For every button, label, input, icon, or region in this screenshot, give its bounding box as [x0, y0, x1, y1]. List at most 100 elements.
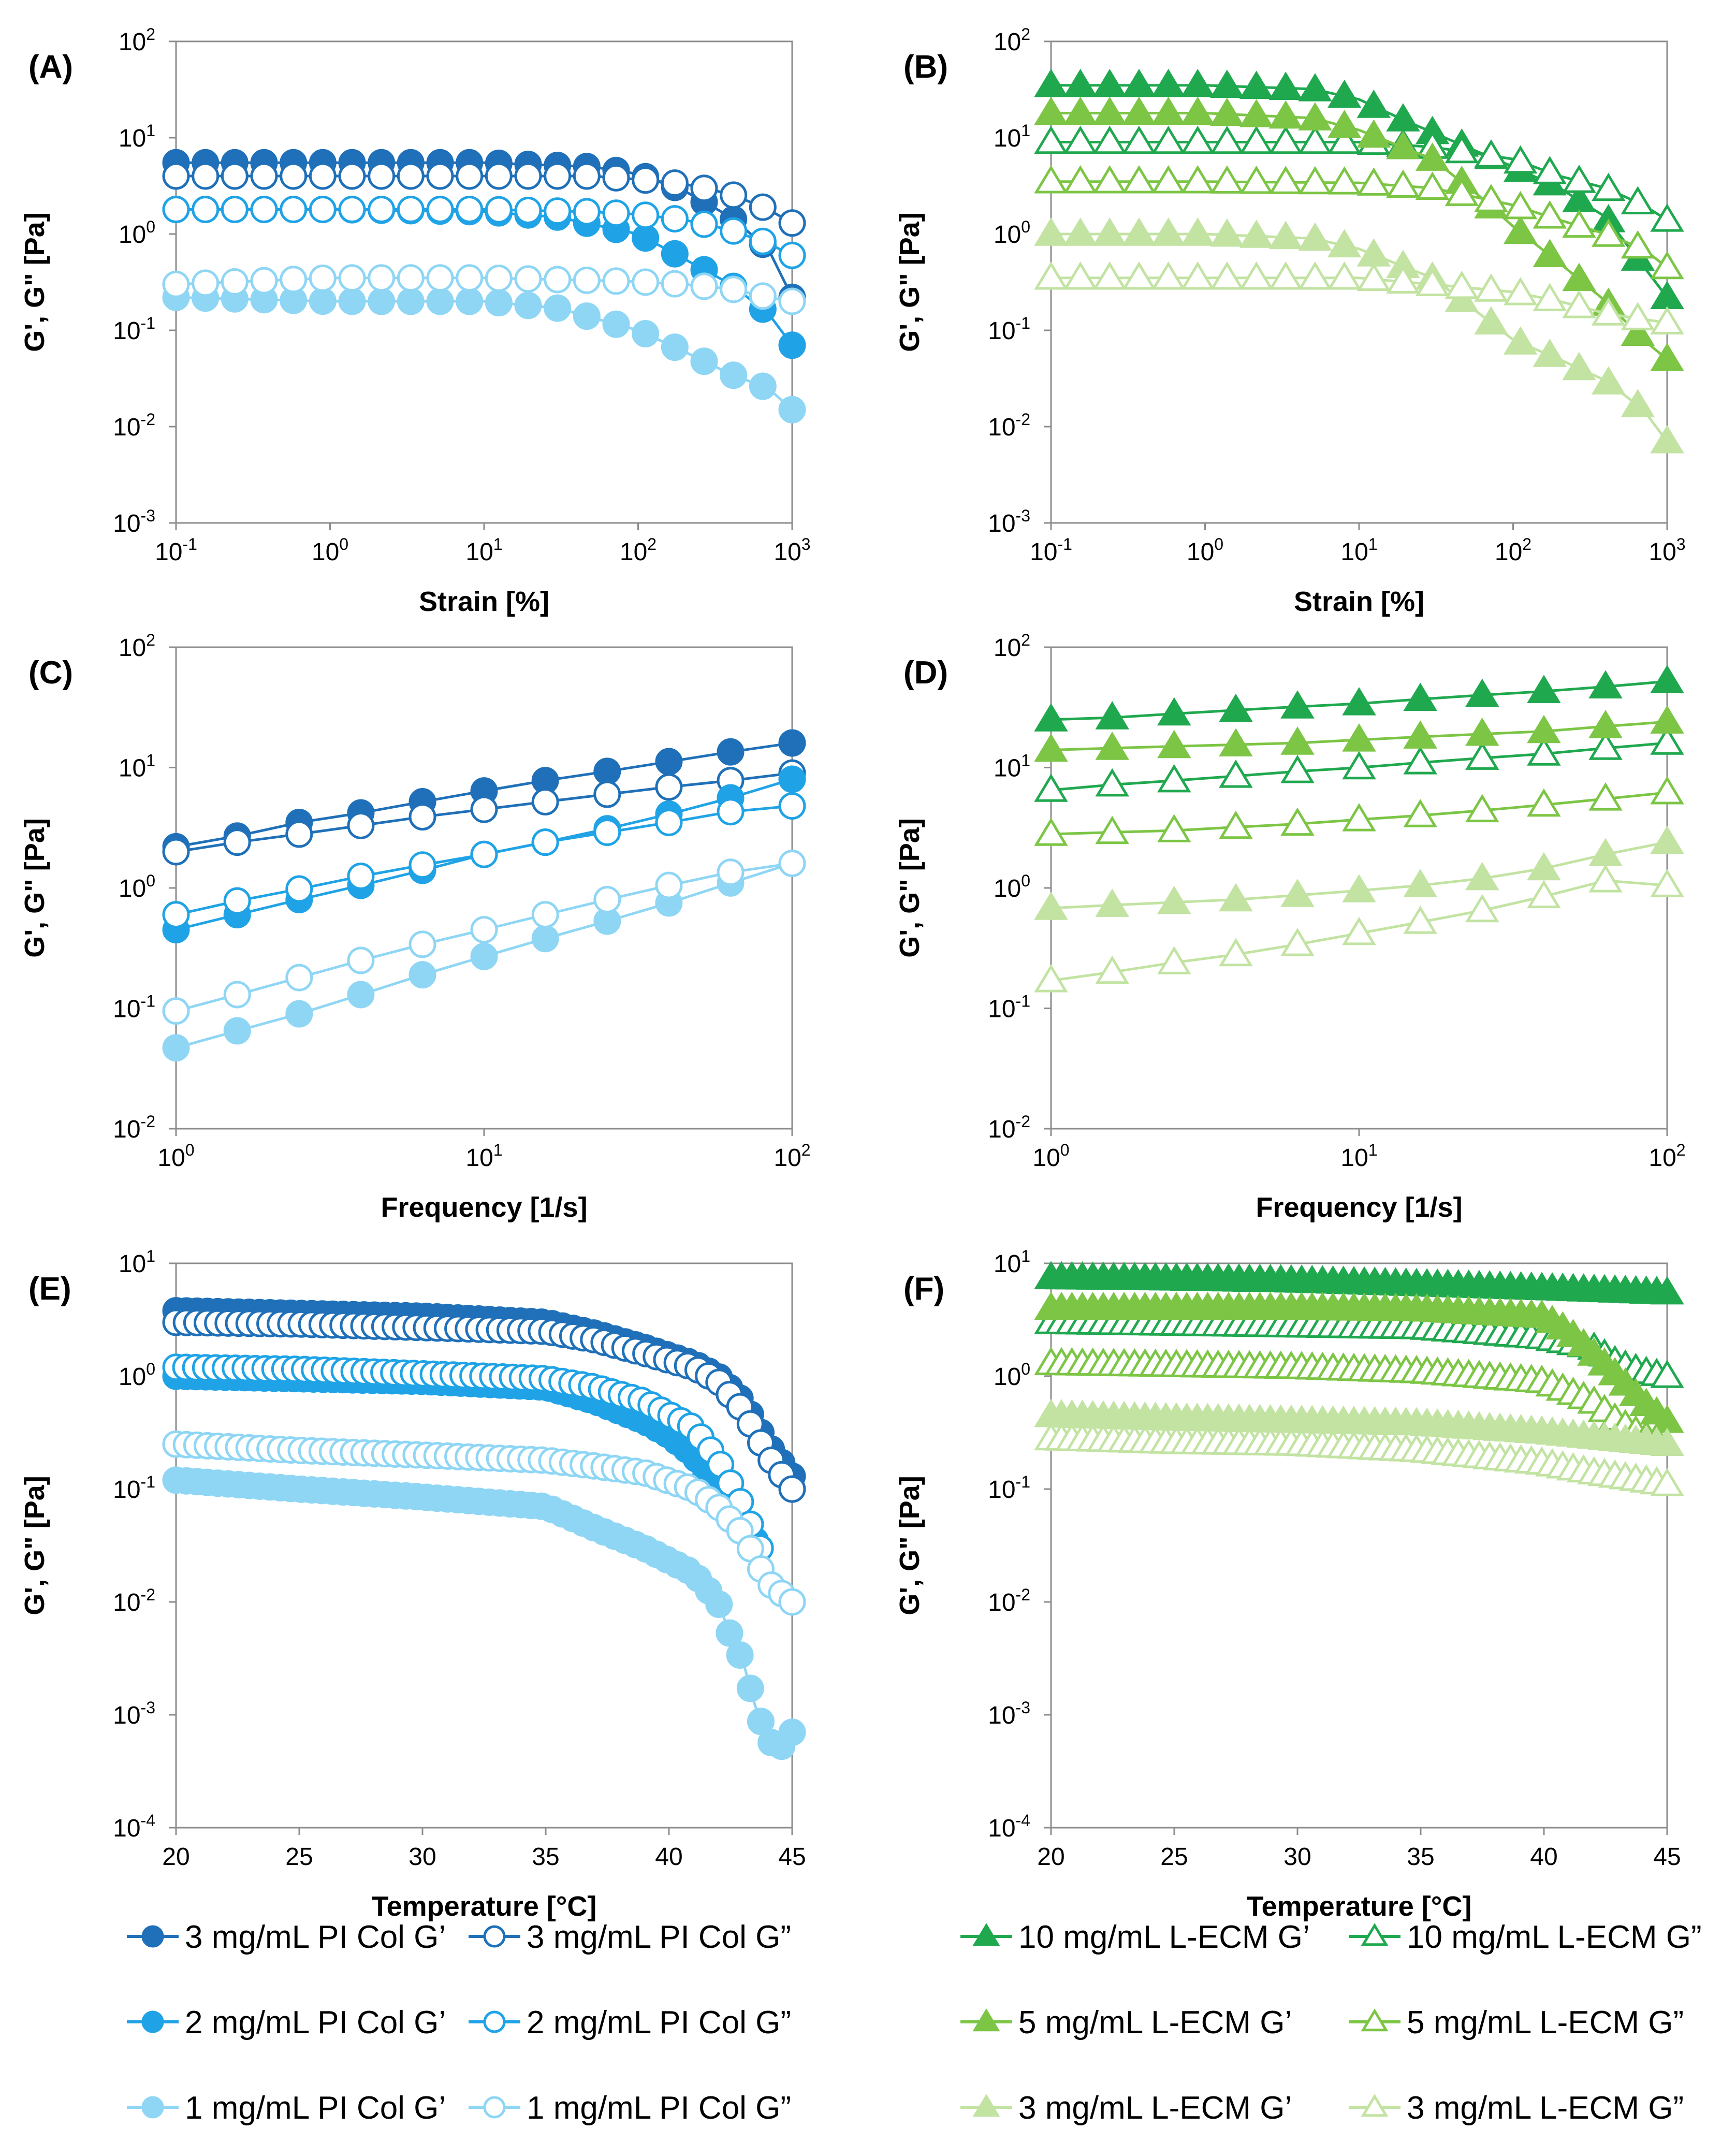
- legend-item-right-2: 5 mg/mL L-ECM G’: [960, 2005, 1292, 2040]
- data-point: [1650, 425, 1684, 454]
- data-point: [338, 196, 366, 224]
- data-point: [368, 287, 396, 315]
- data-point: [338, 264, 366, 292]
- data-point: [223, 828, 251, 856]
- data-point: [1465, 717, 1499, 746]
- data-point: [368, 162, 396, 190]
- data-point: [1210, 218, 1244, 247]
- data-point: [573, 162, 601, 190]
- data-point: [397, 162, 425, 190]
- data-point: [1650, 343, 1684, 371]
- data-point: [1210, 125, 1244, 154]
- data-point: [778, 792, 806, 820]
- data-point: [1465, 794, 1499, 823]
- data-point: [1445, 270, 1479, 299]
- data-point: [409, 961, 436, 989]
- legend-label: 5 mg/mL L-ECM G’: [1018, 2005, 1292, 2040]
- y-tick-label: 10-2: [113, 410, 155, 441]
- x-tick-label: 103: [1649, 535, 1685, 566]
- data-point: [1445, 135, 1479, 164]
- data-point: [602, 164, 630, 192]
- data-point: [1386, 130, 1420, 159]
- data-point: [1095, 768, 1129, 797]
- data-point: [778, 1588, 806, 1616]
- data-point: [1239, 165, 1274, 194]
- x-tick-label: 25: [1160, 1843, 1188, 1871]
- data-point: [1650, 1276, 1684, 1305]
- data-point: [250, 267, 278, 295]
- data-point: [749, 193, 777, 221]
- data-point: [1650, 1360, 1684, 1388]
- legend-label: 10 mg/mL L-ECM G’: [1018, 1919, 1310, 1955]
- y-tick-label: 10-3: [113, 1698, 155, 1729]
- series-1-mg-ml-pi-col-g: [162, 1430, 806, 1616]
- data-point: [285, 820, 313, 848]
- y-tick-label: 10-2: [113, 1112, 155, 1143]
- data-point: [1327, 110, 1362, 138]
- x-tick-label: 20: [1037, 1843, 1064, 1871]
- data-point: [1034, 703, 1068, 732]
- data-point: [192, 269, 220, 297]
- data-point: [1280, 726, 1315, 755]
- data-point: [1527, 788, 1561, 817]
- data-point: [1122, 96, 1156, 125]
- data-point: [456, 196, 484, 224]
- data-point: [1327, 261, 1362, 290]
- legend-marker: [141, 1925, 164, 1948]
- x-tick-label: 45: [778, 1843, 806, 1871]
- data-point: [1356, 119, 1391, 148]
- legend-item-right-0: 10 mg/mL L-ECM G’: [960, 1919, 1310, 1955]
- y-tick-label: 10-1: [113, 992, 155, 1023]
- legend-item-right-1: 10 mg/mL L-ECM G”: [1349, 1919, 1702, 1955]
- data-point: [1342, 916, 1376, 945]
- legend-item-right-5: 3 mg/mL L-ECM G”: [1349, 2090, 1684, 2126]
- data-point: [778, 729, 806, 757]
- legend-marker: [1361, 1923, 1389, 1946]
- data-point: [1591, 172, 1626, 201]
- data-point: [280, 266, 308, 294]
- data-point: [397, 287, 425, 315]
- series-2-mg-ml-pi-col-g: [162, 792, 806, 929]
- x-tick-label: 100: [1187, 535, 1223, 566]
- data-point: [1298, 261, 1332, 290]
- data-point: [1210, 261, 1244, 290]
- data-point: [1034, 774, 1068, 802]
- data-point: [1122, 125, 1156, 154]
- data-point: [368, 196, 396, 224]
- data-point: [338, 162, 366, 190]
- data-point: [1092, 96, 1127, 125]
- data-point: [1095, 732, 1129, 760]
- x-axis-label: Temperature [°C]: [1247, 1891, 1472, 1922]
- data-point: [1650, 705, 1684, 734]
- data-point: [531, 925, 559, 953]
- y-tick-label: 10-2: [988, 410, 1030, 441]
- data-point: [1210, 97, 1244, 126]
- legend-item-left-4: 1 mg/mL PI Col G’: [127, 2090, 446, 2126]
- data-point: [778, 209, 806, 237]
- series-1-mg-ml-pi-col-g: [162, 850, 806, 1062]
- data-point: [544, 197, 572, 225]
- data-point: [514, 162, 542, 190]
- data-point: [1621, 389, 1655, 417]
- data-point: [1157, 885, 1191, 914]
- data-point: [593, 757, 621, 785]
- panel-e: 10-4 10-3 10-2 10-1 100 101 20 25 30 35 40 45 Temper…: [19, 1247, 806, 1922]
- legend-label: 3 mg/mL L-ECM G”: [1407, 2090, 1684, 2126]
- data-point: [717, 798, 745, 826]
- y-tick-label: 101: [994, 1247, 1030, 1278]
- data-point: [250, 162, 278, 190]
- y-tick-label: 10-2: [113, 1585, 155, 1616]
- panel-label: (F): [903, 1271, 944, 1307]
- legend-item-left-2: 2 mg/mL PI Col G’: [127, 2005, 446, 2040]
- data-point: [285, 875, 313, 903]
- data-point: [1034, 892, 1068, 920]
- x-tick-label: 35: [532, 1843, 559, 1871]
- series-3-mg-ml-l-ecm-g: [1034, 217, 1684, 454]
- data-point: [531, 901, 559, 929]
- y-tick-label: 101: [119, 1247, 155, 1278]
- data-point: [338, 287, 366, 315]
- data-point: [514, 265, 542, 293]
- data-point: [397, 196, 425, 224]
- data-point: [192, 162, 220, 190]
- data-point: [749, 282, 777, 310]
